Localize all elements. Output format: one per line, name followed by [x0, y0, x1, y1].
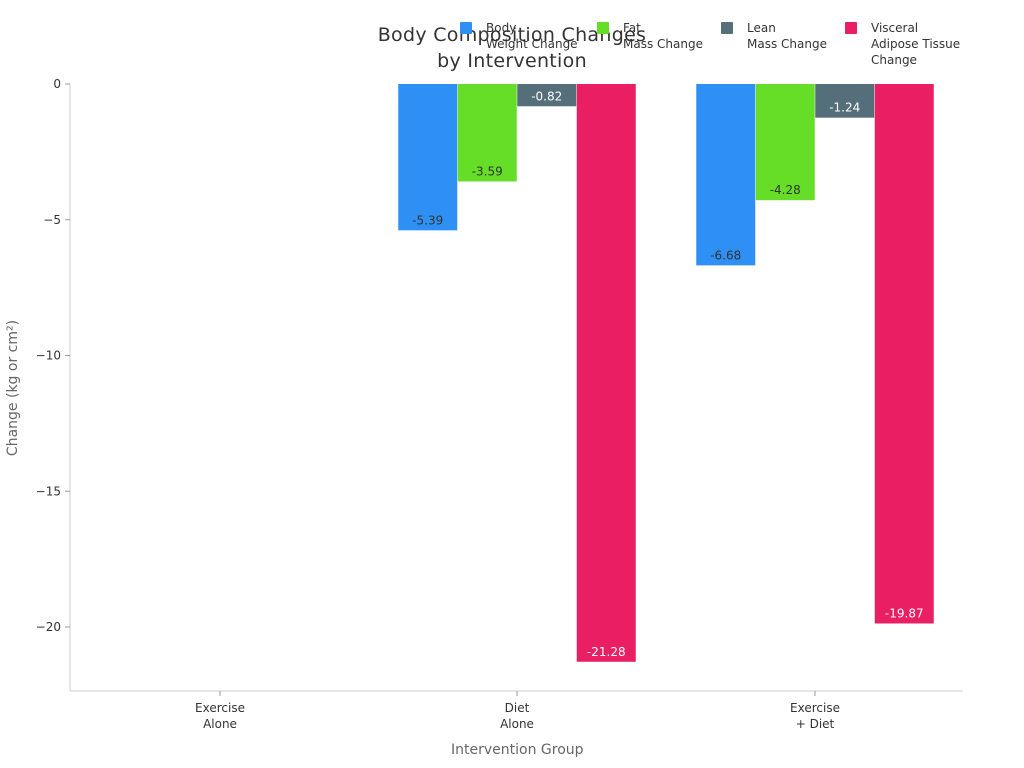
- x-tick-label: Alone: [203, 717, 237, 731]
- bar-value-label: -19.87: [885, 606, 924, 620]
- legend-label-body-weight: Body Weight Change: [486, 21, 578, 51]
- legend-swatch-visceral-adipose: [845, 22, 857, 34]
- bar-value-label: -6.68: [710, 248, 741, 262]
- bar: [815, 84, 875, 118]
- legend-label-fat-mass: Fat Mass Change: [623, 21, 703, 51]
- legend-item-fat-mass[interactable]: Fat Mass Change: [597, 20, 703, 52]
- legend-swatch-lean-mass: [721, 22, 733, 34]
- bar: [755, 84, 815, 201]
- y-tick-label: −20: [36, 620, 61, 634]
- y-axis-title: Change (kg or cm²): [5, 319, 21, 457]
- y-tick-label: −10: [36, 349, 61, 363]
- bar: [696, 84, 756, 266]
- bar: [398, 84, 458, 231]
- x-tick-label: Exercise: [790, 701, 840, 715]
- legend-swatch-fat-mass: [597, 22, 609, 34]
- x-tick-label: Exercise: [195, 701, 245, 715]
- bar: [874, 84, 934, 624]
- y-tick-label: 0: [53, 77, 61, 91]
- x-tick-label: + Diet: [796, 717, 835, 731]
- bar: [576, 84, 636, 662]
- bar-value-label: -21.28: [587, 645, 626, 659]
- chart-title-line-2: by Intervention: [437, 50, 587, 72]
- legend-label-lean-mass: Lean Mass Change: [747, 21, 827, 51]
- y-tick-label: −15: [36, 484, 61, 498]
- legend-swatch-body-weight: [460, 22, 472, 34]
- bar: [457, 84, 517, 182]
- legend-item-visceral-adipose[interactable]: Visceral Adipose Tissue Change: [845, 20, 960, 68]
- x-tick-label: Diet: [505, 701, 530, 715]
- legend-label-visceral-adipose: Visceral Adipose Tissue Change: [871, 21, 961, 67]
- x-tick-label: Alone: [500, 717, 534, 731]
- chart-title-line-1: Body Composition Changes: [377, 24, 647, 46]
- legend-item-body-weight[interactable]: Body Weight Change: [460, 20, 578, 52]
- bar-value-label: -0.82: [531, 89, 562, 103]
- bar-value-label: -4.28: [770, 183, 801, 197]
- bar: [517, 84, 577, 107]
- legend-item-lean-mass[interactable]: Lean Mass Change: [721, 20, 827, 52]
- bar-value-label: -3.59: [472, 164, 503, 178]
- y-tick-label: −5: [43, 213, 61, 227]
- bar-value-label: -5.39: [412, 213, 443, 227]
- bar-value-label: -1.24: [829, 101, 860, 115]
- x-axis-title: Intervention Group: [451, 742, 584, 758]
